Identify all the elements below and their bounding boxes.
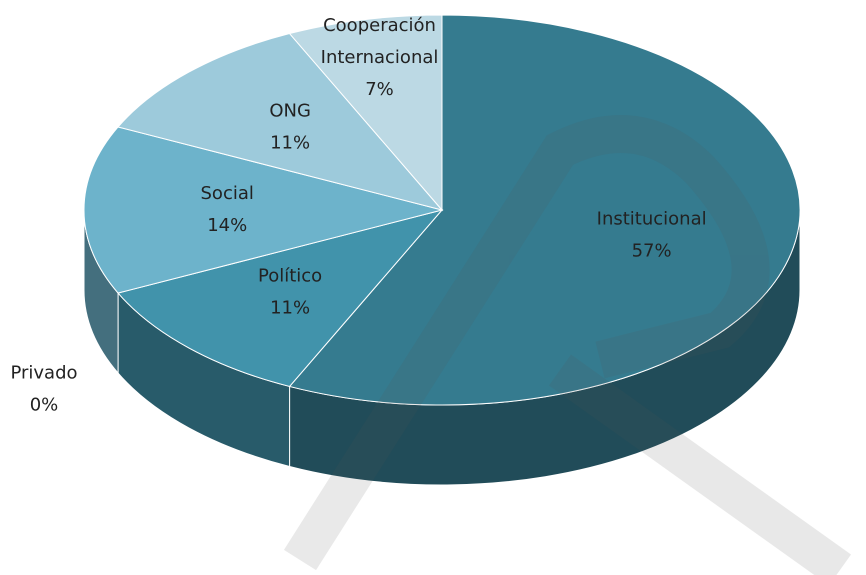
slice: [117, 209, 444, 388]
category-label-line: Cooperación: [323, 15, 436, 36]
value-label: 7%: [365, 79, 394, 100]
category-label: Institucional: [597, 209, 707, 230]
category-label: Político: [258, 266, 322, 287]
value-label: 11%: [270, 132, 310, 153]
slice: [117, 32, 444, 211]
slice: [288, 14, 801, 406]
value-label: 14%: [207, 215, 247, 236]
pie: [83, 14, 801, 486]
category-label: Cooperación Internacional: [321, 15, 439, 68]
slice: [288, 14, 443, 212]
category-label: ONG: [269, 100, 311, 121]
category-label-line: Privado: [10, 362, 77, 383]
watermark-stroke: [283, 115, 770, 571]
slice: [83, 126, 443, 294]
category-label-line: Internacional: [321, 47, 439, 68]
value-label: 11%: [270, 298, 310, 319]
category-label-line: ONG: [269, 100, 311, 121]
category-label-line: Institucional: [597, 209, 707, 230]
value-label: 57%: [632, 241, 672, 262]
category-label: Privado: [10, 362, 77, 383]
category-label: Social: [201, 183, 254, 204]
category-label-line: Social: [201, 183, 254, 204]
labels: Institucional 57% Privado 0% Político 11% Soci…: [10, 15, 706, 416]
watermark-stroke: [548, 354, 852, 575]
watermark: [283, 115, 852, 575]
value-label: 0%: [30, 394, 59, 415]
category-label-line: Político: [258, 266, 322, 287]
